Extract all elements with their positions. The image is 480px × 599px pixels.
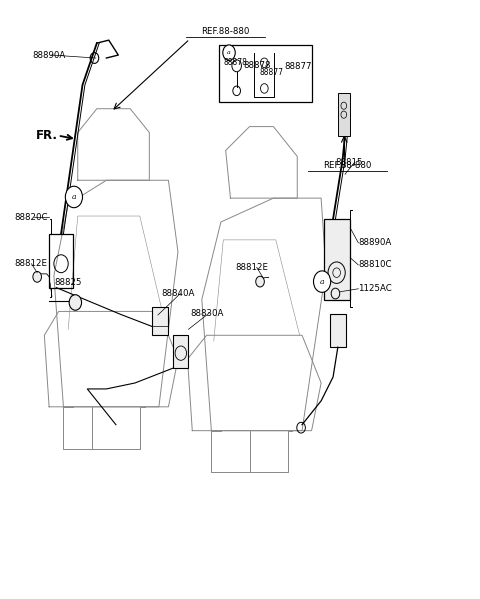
Bar (330, 314, 347, 347)
Text: 1125AC: 1125AC (359, 285, 392, 294)
Text: a: a (72, 193, 76, 201)
Circle shape (65, 186, 83, 208)
Circle shape (256, 276, 264, 287)
Text: 88820C: 88820C (15, 213, 48, 222)
Text: 88878: 88878 (244, 60, 271, 69)
Text: 88877: 88877 (284, 62, 312, 71)
Text: 88878: 88878 (223, 58, 247, 67)
Circle shape (69, 295, 82, 310)
Text: 88815: 88815 (336, 158, 363, 167)
Text: 88840A: 88840A (161, 289, 194, 298)
Text: 88812E: 88812E (235, 263, 268, 272)
Text: 88810C: 88810C (359, 261, 392, 270)
Text: REF.88-880: REF.88-880 (323, 161, 372, 170)
Bar (324, 219, 350, 300)
Text: 88830A: 88830A (190, 308, 223, 317)
Bar (338, 93, 350, 135)
Text: REF.88-880: REF.88-880 (202, 27, 250, 36)
Text: a: a (320, 277, 324, 286)
Text: 88812E: 88812E (15, 259, 48, 268)
Text: FR.: FR. (36, 129, 58, 142)
Circle shape (331, 288, 340, 299)
Bar (218, 45, 312, 102)
Text: 88890A: 88890A (33, 50, 66, 59)
Bar (173, 335, 189, 368)
Text: 88825: 88825 (54, 279, 82, 288)
Circle shape (313, 271, 331, 292)
Text: a: a (227, 50, 231, 55)
Circle shape (223, 45, 235, 60)
Text: 88877: 88877 (259, 68, 283, 77)
Text: 88890A: 88890A (359, 238, 392, 247)
Bar (152, 307, 168, 335)
Circle shape (33, 271, 41, 282)
Bar (49, 234, 73, 288)
